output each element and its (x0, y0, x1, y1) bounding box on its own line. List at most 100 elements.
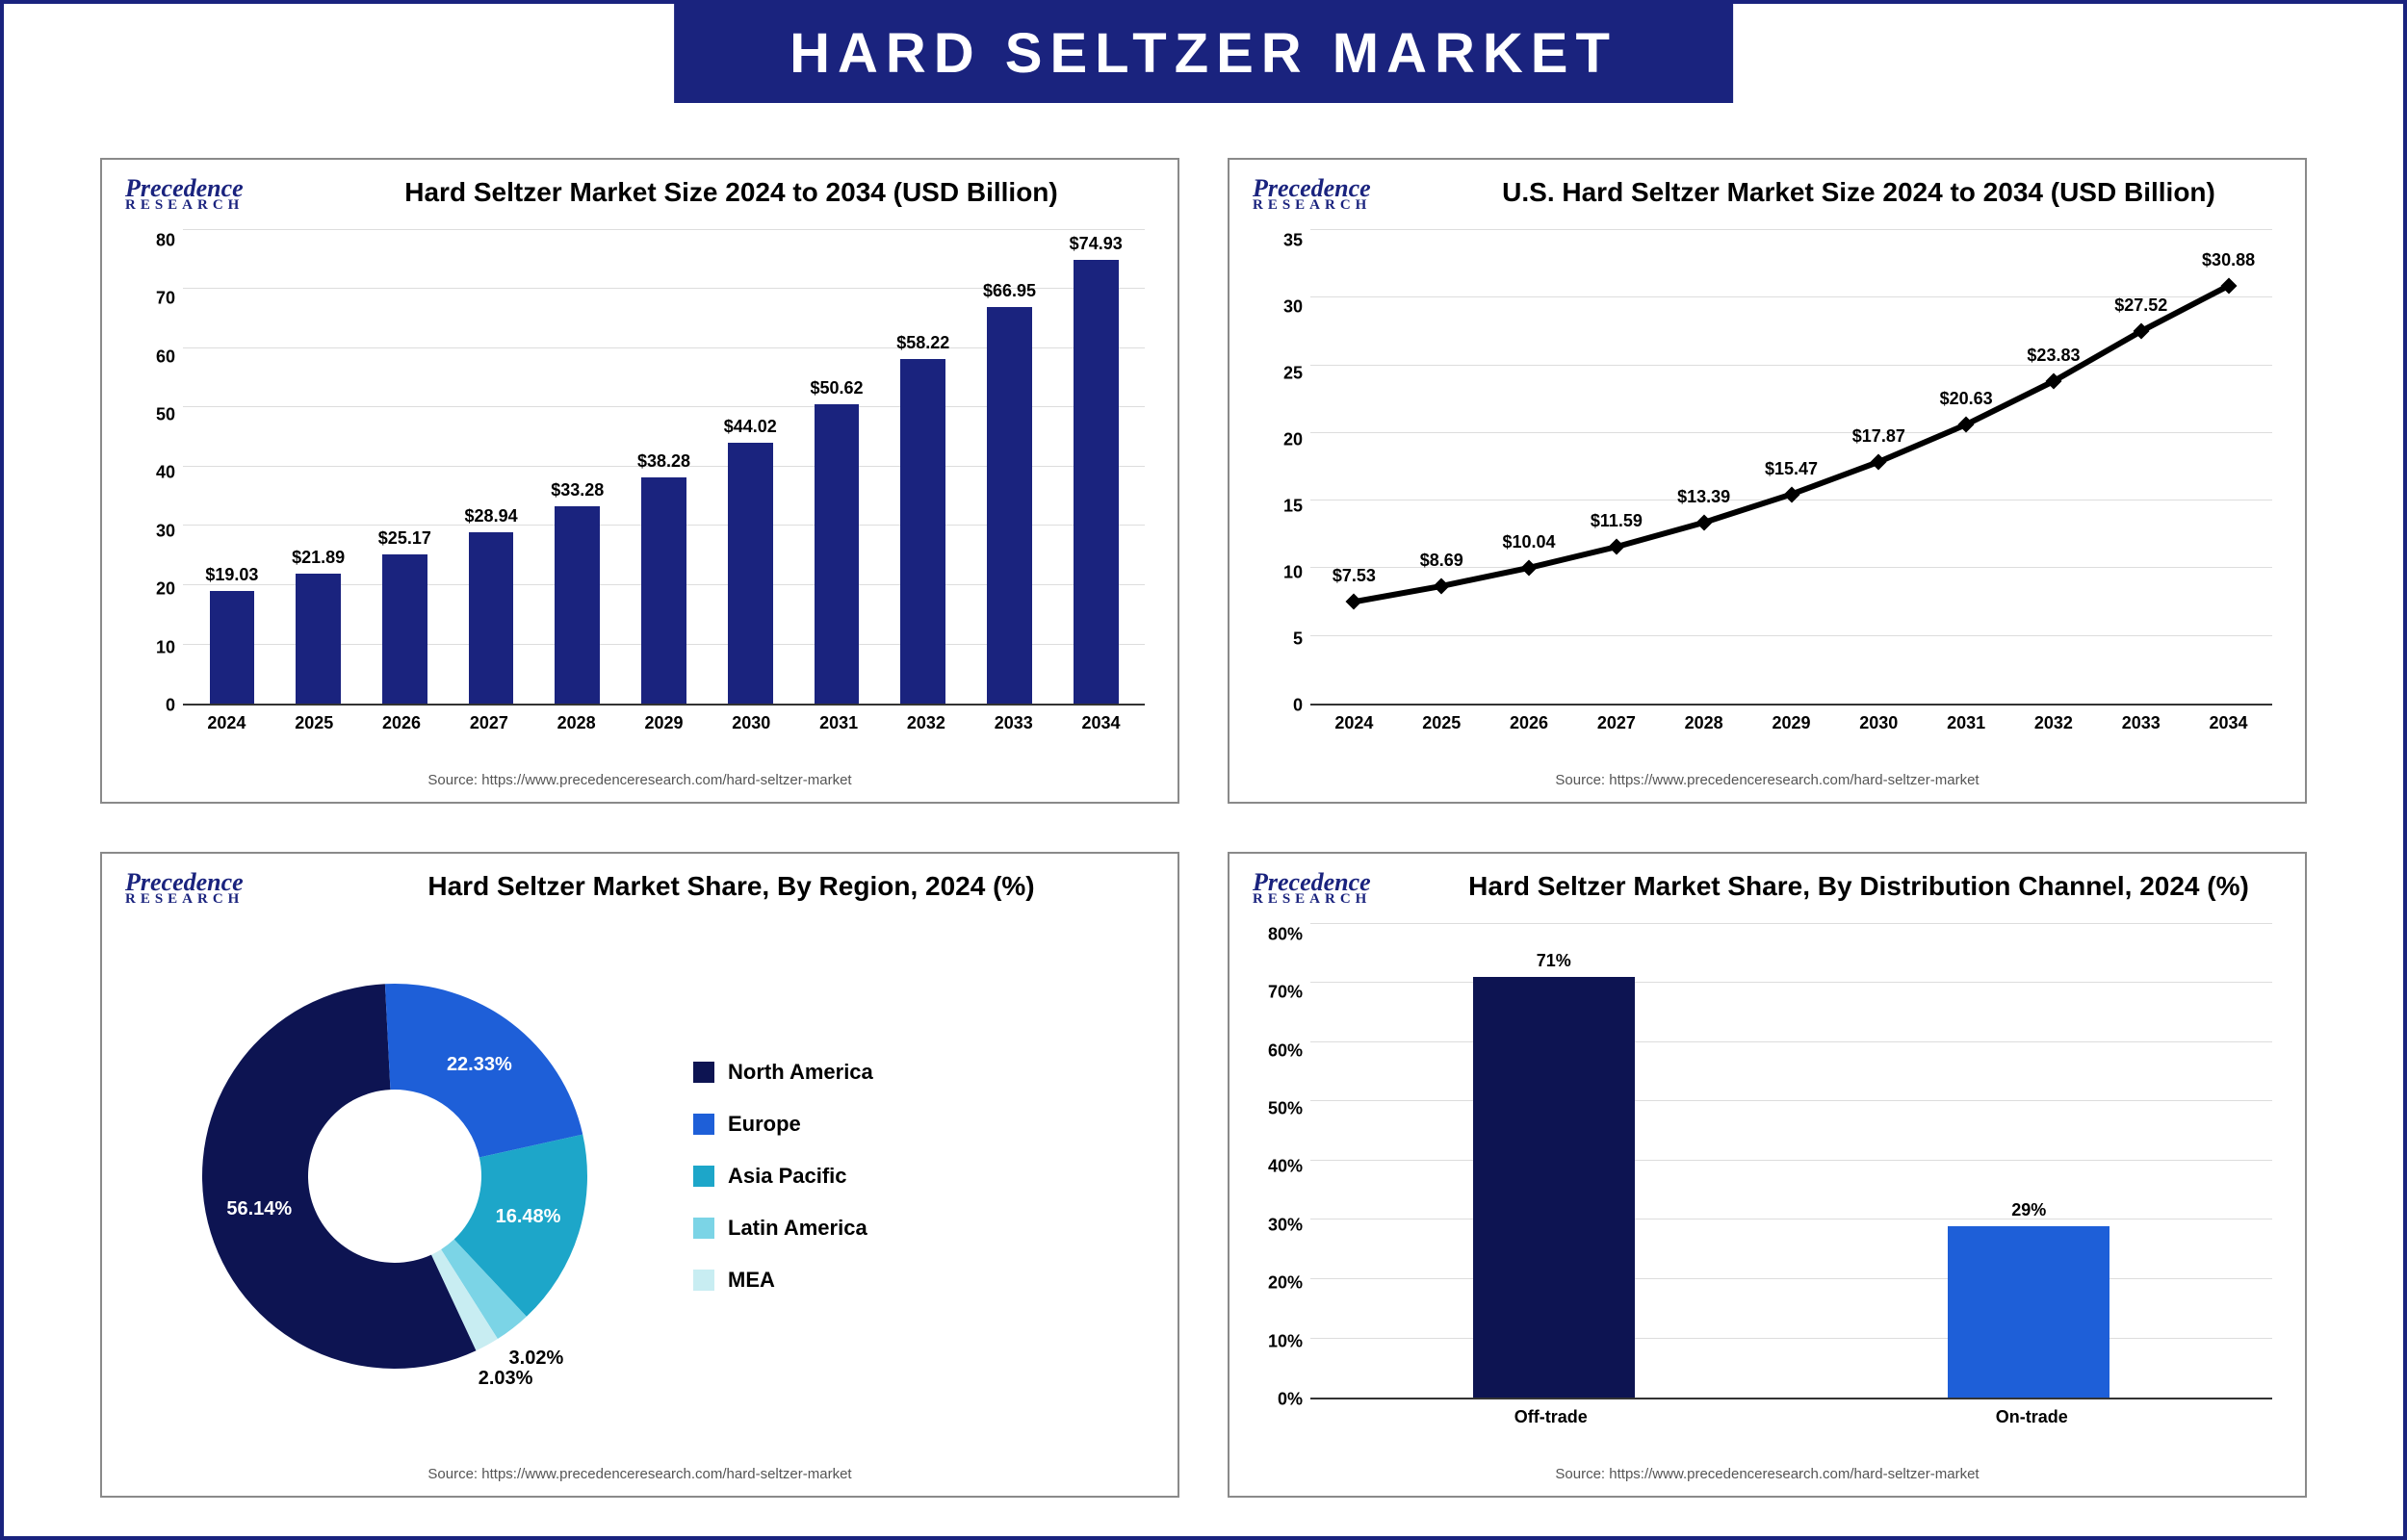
y-tick-label: 30 (125, 521, 183, 541)
x-tick-label: 2033 (2097, 713, 2185, 733)
y-tick-label: 35 (1253, 230, 1310, 250)
line-value-label: $8.69 (1420, 551, 1463, 571)
logo-line2: RESEARCH (125, 199, 289, 213)
bar-2026: $25.17 (361, 230, 448, 704)
bar-value-label: $74.93 (1028, 234, 1163, 254)
y-tick-label: 40 (125, 463, 183, 483)
bar-2025: $21.89 (275, 230, 362, 704)
x-tick-label: 2025 (1398, 713, 1486, 733)
x-tick-label: 2024 (1310, 713, 1398, 733)
x-tick-label: 2031 (795, 713, 883, 733)
y-tick-label: 20% (1253, 1273, 1310, 1294)
x-tick-label: 2032 (2010, 713, 2098, 733)
y-tick-label: 0% (1253, 1389, 1310, 1409)
logo: Precedence RESEARCH (125, 177, 289, 213)
y-tick-label: 70 (125, 289, 183, 309)
donut-slice-label: 2.03% (479, 1368, 533, 1389)
chart1-source: Source: https://www.precedenceresearch.c… (102, 772, 1178, 788)
chart3-source: Source: https://www.precedenceresearch.c… (102, 1466, 1178, 1482)
bar-2030: $44.02 (707, 230, 793, 704)
chart4-plot: 0% 10% 20% 30% 40% 50% 60% 70% 80% 71% 29% Off-trad… (1253, 914, 2282, 1438)
legend-item: North America (693, 1060, 873, 1085)
logo: Precedence RESEARCH (1253, 871, 1416, 907)
bar-2029: $38.28 (621, 230, 708, 704)
panel-us-market-size: Precedence RESEARCH U.S. Hard Seltzer Ma… (1228, 158, 2307, 804)
x-tick-label: 2026 (358, 713, 446, 733)
chart1-plot: 01020304050607080$19.03$21.89$25.17$28.9… (125, 220, 1154, 744)
y-tick-label: 60% (1253, 1040, 1310, 1061)
legend-swatch (693, 1114, 714, 1135)
x-tick-label: 2029 (1747, 713, 1835, 733)
y-tick-label: 0 (125, 695, 183, 715)
x-tick-label: 2034 (2185, 713, 2272, 733)
y-tick-label: 70% (1253, 983, 1310, 1003)
chart-grid: Precedence RESEARCH Hard Seltzer Market … (100, 158, 2307, 1498)
chart3-plot: 56.14%22.33%16.48%3.02%2.03% North Americ… (125, 914, 1154, 1438)
y-tick-label: 30% (1253, 1215, 1310, 1235)
y-tick-label: 50 (125, 405, 183, 425)
legend-item: MEA (693, 1268, 873, 1293)
y-tick-label: 30 (1253, 296, 1310, 317)
x-tick-label: Off-trade (1310, 1407, 1792, 1427)
x-tick-label: 2027 (445, 713, 532, 733)
donut-slice-label: 16.48% (496, 1206, 561, 1227)
donut-svg: 56.14%22.33%16.48%3.02%2.03% (125, 926, 664, 1426)
line-value-label: $27.52 (2114, 295, 2167, 316)
line-value-label: $20.63 (1940, 389, 1993, 409)
panel-global-market-size: Precedence RESEARCH Hard Seltzer Market … (100, 158, 1179, 804)
y-tick-label: 25 (1253, 363, 1310, 383)
line-value-label: $15.47 (1765, 459, 1818, 479)
y-tick-label: 10 (125, 637, 183, 657)
y-tick-label: 80 (125, 230, 183, 250)
legend-swatch (693, 1166, 714, 1187)
panel-distribution-share: Precedence RESEARCH Hard Seltzer Market … (1228, 852, 2307, 1498)
chart1-title: Hard Seltzer Market Size 2024 to 2034 (U… (308, 177, 1154, 208)
line-value-label: $17.87 (1852, 426, 1905, 447)
bar-2031: $50.62 (793, 230, 880, 704)
y-tick-label: 40% (1253, 1157, 1310, 1177)
y-tick-label: 20 (1253, 429, 1310, 449)
page-title-banner: HARD SELTZER MARKET (674, 4, 1733, 103)
y-tick-label: 15 (1253, 496, 1310, 516)
bar-2034: $74.93 (1052, 230, 1139, 704)
x-tick-label: 2029 (620, 713, 708, 733)
x-tick-label: 2033 (970, 713, 1057, 733)
legend-item: Europe (693, 1112, 873, 1137)
chart2-title: U.S. Hard Seltzer Market Size 2024 to 20… (1436, 177, 2282, 208)
line-value-label: $23.83 (2027, 346, 2080, 366)
legend-label: Asia Pacific (728, 1164, 847, 1189)
x-tick-label: 2030 (708, 713, 795, 733)
logo: Precedence RESEARCH (1253, 177, 1416, 213)
bar-2033: $66.95 (967, 230, 1053, 704)
bar-value-label: 29% (1961, 1200, 2096, 1220)
legend-label: Europe (728, 1112, 801, 1137)
line-value-label: $7.53 (1333, 566, 1376, 586)
chart4-title: Hard Seltzer Market Share, By Distributi… (1436, 871, 2282, 902)
bar-value-label: 71% (1487, 951, 1621, 971)
x-tick-label: 2028 (1660, 713, 1747, 733)
x-tick-label: 2030 (1835, 713, 1923, 733)
bar-2027: $28.94 (448, 230, 534, 704)
line-value-label: $13.39 (1677, 487, 1730, 507)
logo: Precedence RESEARCH (125, 871, 289, 907)
chart3-title: Hard Seltzer Market Share, By Region, 20… (308, 871, 1154, 902)
y-tick-label: 50% (1253, 1099, 1310, 1119)
y-tick-label: 10% (1253, 1331, 1310, 1351)
y-tick-label: 80% (1253, 924, 1310, 944)
y-tick-label: 60 (125, 346, 183, 367)
y-tick-label: 5 (1253, 629, 1310, 649)
y-tick-label: 0 (1253, 696, 1310, 716)
legend-label: North America (728, 1060, 873, 1085)
legend-swatch (693, 1062, 714, 1083)
legend-swatch (693, 1218, 714, 1239)
legend-item: Asia Pacific (693, 1164, 873, 1189)
bar-On-trade: 29% (1792, 924, 2267, 1398)
legend-item: Latin America (693, 1216, 873, 1241)
legend-label: MEA (728, 1268, 775, 1293)
line-value-label: $11.59 (1591, 511, 1643, 531)
panel-region-share: Precedence RESEARCH Hard Seltzer Market … (100, 852, 1179, 1498)
bar-Off-trade: 71% (1316, 924, 1792, 1398)
x-tick-label: 2027 (1572, 713, 1660, 733)
logo-line2: RESEARCH (125, 893, 289, 907)
chart2-source: Source: https://www.precedenceresearch.c… (1229, 772, 2305, 788)
